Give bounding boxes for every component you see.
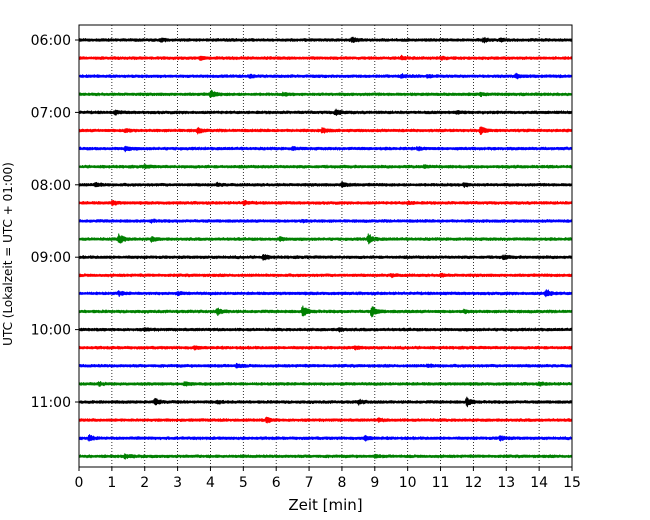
seismic-trace xyxy=(78,289,573,298)
seismic-trace xyxy=(78,434,573,442)
x-tick-label: 8 xyxy=(337,475,346,491)
seismic-trace xyxy=(78,180,573,188)
x-tick-label: 0 xyxy=(75,475,84,491)
x-tick-label: 1 xyxy=(107,475,116,491)
seismic-trace xyxy=(78,126,573,136)
x-tick-label: 2 xyxy=(140,475,149,491)
seismic-trace xyxy=(78,233,573,245)
seismic-trace xyxy=(78,145,573,153)
seismic-trace xyxy=(78,305,573,318)
x-tick-label: 4 xyxy=(206,475,215,491)
x-tick-label: 7 xyxy=(305,475,314,491)
seismic-trace xyxy=(78,416,573,424)
seismic-trace xyxy=(78,362,573,369)
seismic-trace xyxy=(78,72,573,80)
seismic-trace xyxy=(78,54,573,61)
seismic-trace xyxy=(78,253,573,261)
x-tick-label: 13 xyxy=(497,475,515,491)
plot-frame xyxy=(78,24,573,468)
seismic-trace xyxy=(78,108,573,116)
x-tick-label: 12 xyxy=(464,475,482,491)
x-tick-label: 11 xyxy=(432,475,450,491)
seismic-trace xyxy=(78,89,573,98)
x-tick-label: 14 xyxy=(530,475,548,491)
y-tick-label: 09:00 xyxy=(31,250,71,266)
seismic-traces xyxy=(78,36,573,460)
y-tick-label: 07:00 xyxy=(31,105,71,121)
y-tick-label: 06:00 xyxy=(31,33,71,49)
y-axis-ticks: 06:00 07:00 08:00 09:00 10:00 11:00 xyxy=(31,33,79,411)
seismic-trace xyxy=(78,381,573,387)
y-tick-label: 10:00 xyxy=(31,323,71,339)
seismic-trace xyxy=(78,453,573,460)
seismic-trace xyxy=(78,396,573,408)
x-axis-label: Zeit [min] xyxy=(288,496,362,514)
y-tick-label: 08:00 xyxy=(31,178,71,194)
y-tick-label: 11:00 xyxy=(31,395,71,411)
seismic-trace xyxy=(78,272,573,279)
seismic-trace xyxy=(78,199,573,207)
x-tick-label: 3 xyxy=(173,475,182,491)
x-tick-label: 10 xyxy=(399,475,417,491)
x-tick-label: 15 xyxy=(563,475,581,491)
seismic-trace xyxy=(78,163,573,170)
seismic-trace xyxy=(78,345,573,351)
y-axis-label: UTC (Lokalzeit = UTC + 01:00) xyxy=(1,162,15,346)
seismic-trace xyxy=(78,218,573,224)
x-tick-label: 6 xyxy=(272,475,281,491)
seismic-trace xyxy=(78,36,573,44)
x-tick-label: 5 xyxy=(239,475,248,491)
x-axis-ticks: 0 1 2 3 4 5 6 7 8 9 10 11 12 13 14 15 xyxy=(75,467,581,491)
seismic-trace xyxy=(78,327,573,333)
x-tick-label: 9 xyxy=(370,475,379,491)
